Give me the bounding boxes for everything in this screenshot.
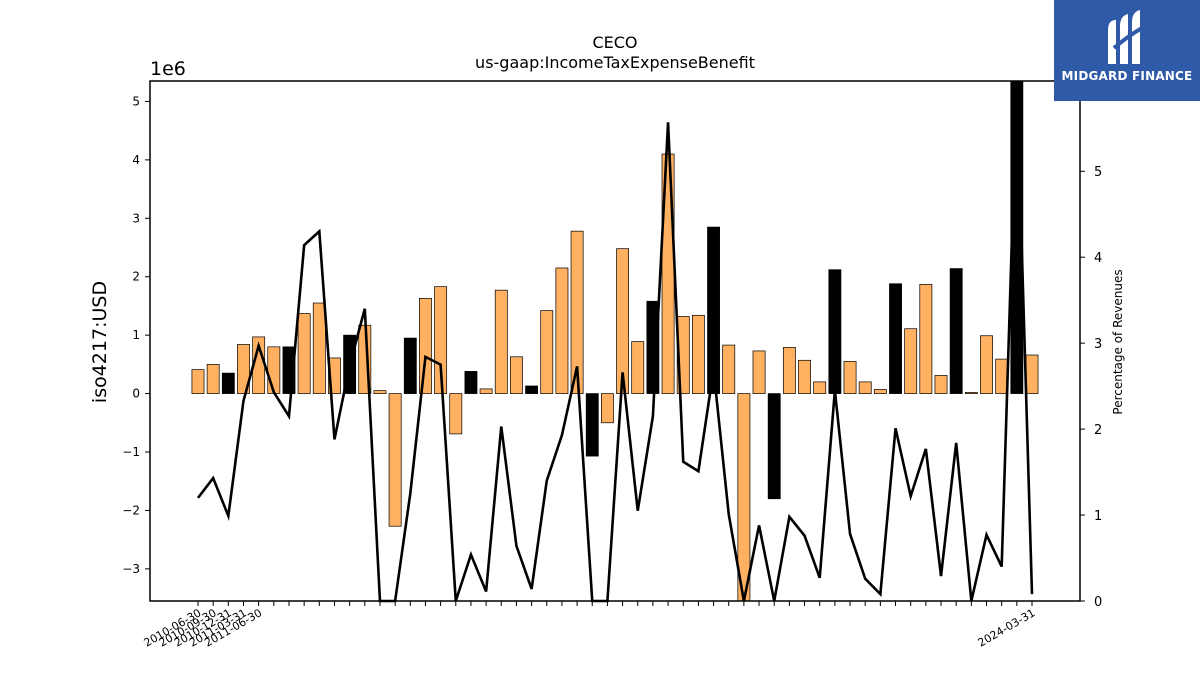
right-tick-label: 0: [1094, 595, 1102, 610]
left-axis-label: iso4217:USD: [89, 281, 111, 403]
bar: [616, 248, 630, 394]
bar: [631, 341, 645, 394]
logo-text: MIDGARD FINANCE: [1061, 69, 1193, 83]
left-tick-label: 0: [132, 387, 140, 401]
left-tick-label: 4: [132, 153, 140, 167]
bar: [191, 369, 205, 394]
bar: [919, 283, 933, 394]
bar: [964, 392, 978, 394]
bar: [691, 314, 705, 394]
bar: [858, 381, 872, 394]
bar: [510, 356, 523, 394]
bar: [798, 359, 811, 394]
bar: [828, 269, 842, 394]
bar: [449, 393, 463, 435]
midgard-m-icon: [1108, 10, 1143, 64]
right-tick-label: 4: [1094, 251, 1102, 266]
bar: [995, 358, 1009, 394]
bar: [555, 267, 569, 394]
right-tick-label: 1: [1094, 509, 1102, 524]
bar: [980, 335, 993, 394]
right-tick-label: 5: [1094, 165, 1102, 180]
bar: [221, 372, 235, 394]
bar: [1025, 354, 1039, 394]
bar: [889, 283, 902, 394]
right-axis-label: Percentage of Revenues: [1111, 269, 1125, 414]
bar: [707, 226, 720, 394]
bar: [267, 346, 281, 394]
right-tick-label: 3: [1094, 337, 1102, 352]
chart-title: CECO: [592, 33, 637, 52]
plot-frame: [149, 80, 1081, 602]
bar: [767, 393, 781, 500]
chart-subtitle: us-gaap:IncomeTaxExpenseBenefit: [475, 53, 755, 72]
bar: [813, 381, 827, 394]
midgard-finance-logo: MIDGARD FINANCE: [1054, 0, 1200, 101]
bar: [312, 302, 326, 394]
bar: [479, 388, 493, 394]
left-tick-label: −3: [122, 562, 140, 576]
left-tick-label: 5: [132, 94, 140, 108]
right-tick-label: 2: [1094, 423, 1102, 438]
bar: [752, 350, 766, 394]
left-tick-label: −1: [122, 445, 140, 459]
x-tick-label: 2024-03-31: [976, 606, 1038, 649]
bar: [237, 344, 250, 394]
bar: [949, 268, 963, 394]
bar: [600, 393, 614, 424]
bar: [782, 347, 796, 394]
line-layer: [196, 80, 1034, 603]
bar: [585, 393, 599, 457]
bar: [464, 371, 478, 394]
left-tick-label: 1: [132, 328, 140, 342]
bars-layer: [191, 80, 1039, 602]
percentage-line: [196, 80, 1034, 603]
bar: [206, 364, 220, 394]
bar: [525, 385, 539, 394]
bar: [843, 361, 857, 394]
left-tick-label: 3: [132, 211, 140, 225]
bar: [373, 390, 387, 394]
bar: [419, 298, 432, 394]
left-tick-label: 2: [132, 270, 140, 284]
bar: [904, 328, 918, 394]
y-multiplier-label: 1e6: [150, 58, 186, 80]
bar: [873, 389, 887, 394]
bar: [934, 375, 948, 394]
bar: [722, 344, 736, 394]
bar: [434, 286, 448, 394]
left-tick-label: −2: [122, 503, 140, 517]
bar: [297, 313, 311, 394]
bar: [494, 289, 508, 394]
bar: [403, 337, 417, 394]
bar: [570, 230, 584, 394]
bar: [388, 393, 402, 527]
bar: [540, 310, 554, 394]
